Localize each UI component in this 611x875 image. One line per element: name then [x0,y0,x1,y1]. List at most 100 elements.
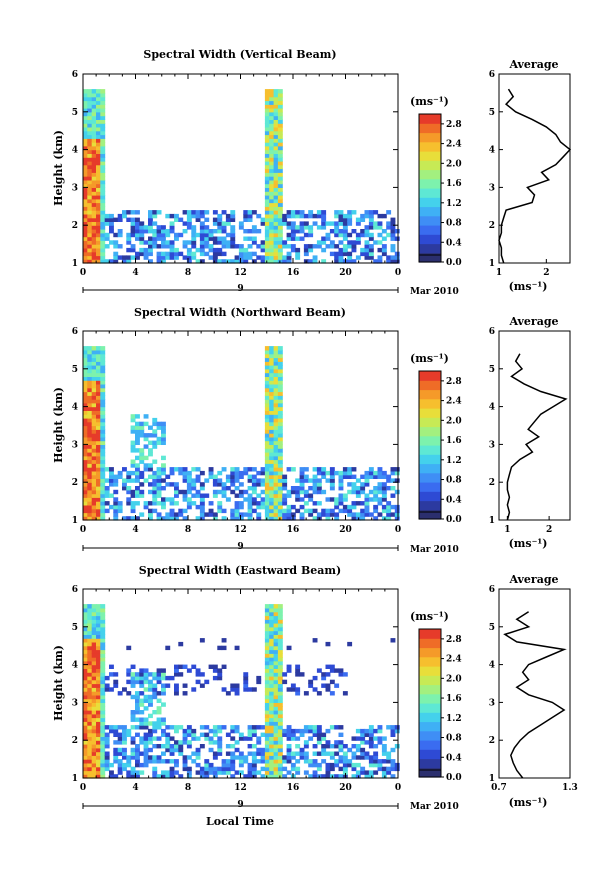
heatmap-cell [230,728,236,734]
average-x-tick-label: 0.7 [491,783,507,793]
heatmap-cell [178,251,184,257]
heatmap-cell [83,687,88,692]
heatmap-cell [96,399,101,404]
heatmap-cell [273,759,279,764]
heatmap-cell [135,762,140,768]
heatmap-cell [264,229,270,234]
heatmap-cell [212,251,218,257]
heatmap-cell [109,482,114,487]
heatmap-cell [156,721,162,726]
heatmap-cell [148,221,153,226]
heatmap-cell [130,232,136,238]
heatmap-cell [269,766,275,772]
heatmap-cell [238,470,244,476]
heatmap-cell [156,425,162,430]
heatmap-cell [191,736,197,741]
heatmap-cell [148,448,153,453]
heatmap-cell [264,747,270,753]
heatmap-cell [247,217,253,222]
heatmap-cell [100,229,106,234]
heatmap-cell [117,751,123,756]
heatmap-cell [91,357,97,362]
heatmap-cell [338,229,344,234]
heatmap-cell [148,213,153,219]
heatmap-cell [251,508,257,514]
heatmap-cell [87,195,93,200]
heatmap-cell [139,448,145,453]
heatmap-cell [100,157,106,162]
heatmap-cell [269,751,275,756]
heatmap-cell [96,504,101,510]
heatmap-cell [83,467,88,472]
heatmap-cell [368,770,374,775]
heatmap-cell [195,751,201,756]
heatmap-cell [273,399,279,404]
heatmap-cell [186,744,192,749]
heatmap-cell [143,240,149,245]
heatmap-cell [299,747,305,753]
heatmap-cell [104,683,110,688]
heatmap-cell [394,478,400,483]
heatmap-cell [83,732,88,737]
heatmap-cell [282,501,288,506]
heatmap-cell [269,395,275,400]
heatmap-cell [130,679,136,685]
heatmap-cell [100,482,106,487]
heatmap-cell [217,744,223,749]
heatmap-cell [277,387,283,393]
heatmap-cell [368,744,374,749]
colorbar-swatch [419,463,441,474]
heatmap-cell [83,728,88,734]
heatmap-cell [269,115,275,120]
heatmap-cell [109,259,114,264]
heatmap-cell [148,516,153,521]
heatmap-cell [360,728,366,734]
heatmap-cell [282,221,288,226]
heatmap-cell [148,440,153,445]
heatmap-cell [83,713,88,719]
heatmap-cell [286,744,292,749]
heatmap-cell [152,672,158,677]
heatmap-cell [286,213,292,219]
heatmap-cell [303,251,309,257]
heatmap-cell [148,740,153,745]
heatmap-cell [264,433,270,438]
heatmap-cell [130,740,136,745]
heatmap-cell [355,512,361,517]
heatmap-cell [273,130,279,136]
heatmap-cell [316,751,322,756]
heatmap-cell [96,736,101,741]
heatmap-cell [264,111,270,117]
heatmap-cell [87,145,93,151]
colorbar-swatch [419,160,441,171]
heatmap-cell [221,770,227,775]
heatmap-cell [195,736,201,741]
heatmap-cell [347,482,353,487]
heatmap-cell [273,501,279,506]
heatmap-cell [161,732,166,737]
heatmap-cell [87,210,93,215]
colorbar-swatch [419,132,441,143]
heatmap-cell [394,728,400,734]
heatmap-cell [83,744,88,749]
heatmap-cell [221,638,227,643]
heatmap-cell [334,255,340,260]
heatmap-cell [100,512,106,517]
date-bar: 9 [82,800,399,810]
heatmap-cell [152,459,158,464]
heatmap-cell [156,744,162,749]
heatmap-cell [264,145,270,151]
heatmap-cell [273,251,279,257]
heatmap-cell [96,630,101,635]
heatmap-cell [96,611,101,617]
heatmap-cell [152,221,158,226]
heatmap-cell [221,244,227,249]
heatmap-cell [96,111,101,117]
heatmap-cell [394,470,400,476]
heatmap-cell [342,225,348,230]
heatmap-cell [83,259,88,264]
heatmap-cell [83,225,88,230]
heatmap-cell [273,206,279,211]
heatmap-cell [83,470,88,476]
heatmap-cell [135,675,140,681]
